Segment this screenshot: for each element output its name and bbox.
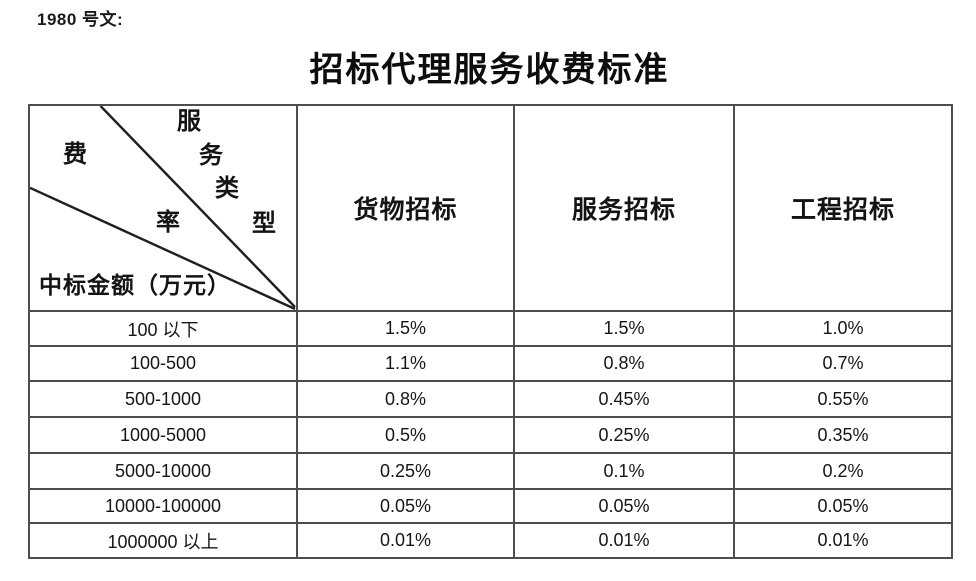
bid-amount-label: 中标金额（万元） xyxy=(39,273,231,298)
fee-cell: 0.01% xyxy=(296,522,515,559)
table-row: 100 以下 1.5% 1.5% 1.0% xyxy=(28,310,953,347)
fee-cell: 0.55% xyxy=(733,380,953,418)
fee-cell: 1.0% xyxy=(733,310,953,347)
diagonal-lines-graphic xyxy=(31,107,295,309)
diagonal-line-upper xyxy=(99,107,295,308)
service-type-char-3: 类 xyxy=(215,176,239,202)
column-header-engineering: 工程招标 xyxy=(733,104,953,312)
service-type-char-1: 服 xyxy=(177,109,201,135)
column-header-goods: 货物招标 xyxy=(296,104,515,312)
doc-number-label: 1980 号文: xyxy=(37,10,124,29)
row-label: 500-1000 xyxy=(28,380,298,418)
row-label: 100 以下 xyxy=(28,310,298,347)
fee-standard-table: 服 务 类 型 费 率 中标金额（万元） 货物招标 服务招标 工程招标 100 … xyxy=(28,104,953,559)
fee-cell: 0.2% xyxy=(733,452,953,490)
fee-cell: 0.7% xyxy=(733,345,953,382)
diagonal-corner-cell: 服 务 类 型 费 率 中标金额（万元） xyxy=(28,104,298,312)
table-row: 100-500 1.1% 0.8% 0.7% xyxy=(28,345,953,382)
fee-cell: 0.45% xyxy=(513,380,735,418)
fee-cell: 0.25% xyxy=(296,452,515,490)
fee-cell: 0.01% xyxy=(513,522,735,559)
page-title: 招标代理服务收费标准 xyxy=(309,52,670,89)
row-label: 100-500 xyxy=(28,345,298,382)
row-label: 1000000 以上 xyxy=(28,522,298,559)
table-row: 5000-10000 0.25% 0.1% 0.2% xyxy=(28,452,953,490)
fee-cell: 0.8% xyxy=(513,345,735,382)
column-header-service: 服务招标 xyxy=(513,104,735,312)
fee-cell: 0.5% xyxy=(296,416,515,454)
table-row: 500-1000 0.8% 0.45% 0.55% xyxy=(28,380,953,418)
fee-rate-char-2: 率 xyxy=(156,210,180,236)
diagonal-line-lower xyxy=(31,186,295,309)
fee-cell: 0.05% xyxy=(733,488,953,524)
service-type-char-4: 型 xyxy=(252,211,276,237)
fee-cell: 0.05% xyxy=(513,488,735,524)
table-header-row: 服 务 类 型 费 率 中标金额（万元） 货物招标 服务招标 工程招标 xyxy=(28,104,953,312)
fee-cell: 0.8% xyxy=(296,380,515,418)
table-row: 1000000 以上 0.01% 0.01% 0.01% xyxy=(28,522,953,559)
fee-cell: 1.5% xyxy=(296,310,515,347)
fee-rate-char-1: 费 xyxy=(63,142,87,168)
table-row: 10000-100000 0.05% 0.05% 0.05% xyxy=(28,488,953,524)
fee-cell: 0.25% xyxy=(513,416,735,454)
fee-cell: 0.35% xyxy=(733,416,953,454)
row-label: 10000-100000 xyxy=(28,488,298,524)
fee-cell: 0.05% xyxy=(296,488,515,524)
service-type-char-2: 务 xyxy=(199,143,223,169)
table-row: 1000-5000 0.5% 0.25% 0.35% xyxy=(28,416,953,454)
row-label: 5000-10000 xyxy=(28,452,298,490)
fee-cell: 0.1% xyxy=(513,452,735,490)
fee-cell: 1.5% xyxy=(513,310,735,347)
fee-cell: 0.01% xyxy=(733,522,953,559)
row-label: 1000-5000 xyxy=(28,416,298,454)
fee-cell: 1.1% xyxy=(296,345,515,382)
